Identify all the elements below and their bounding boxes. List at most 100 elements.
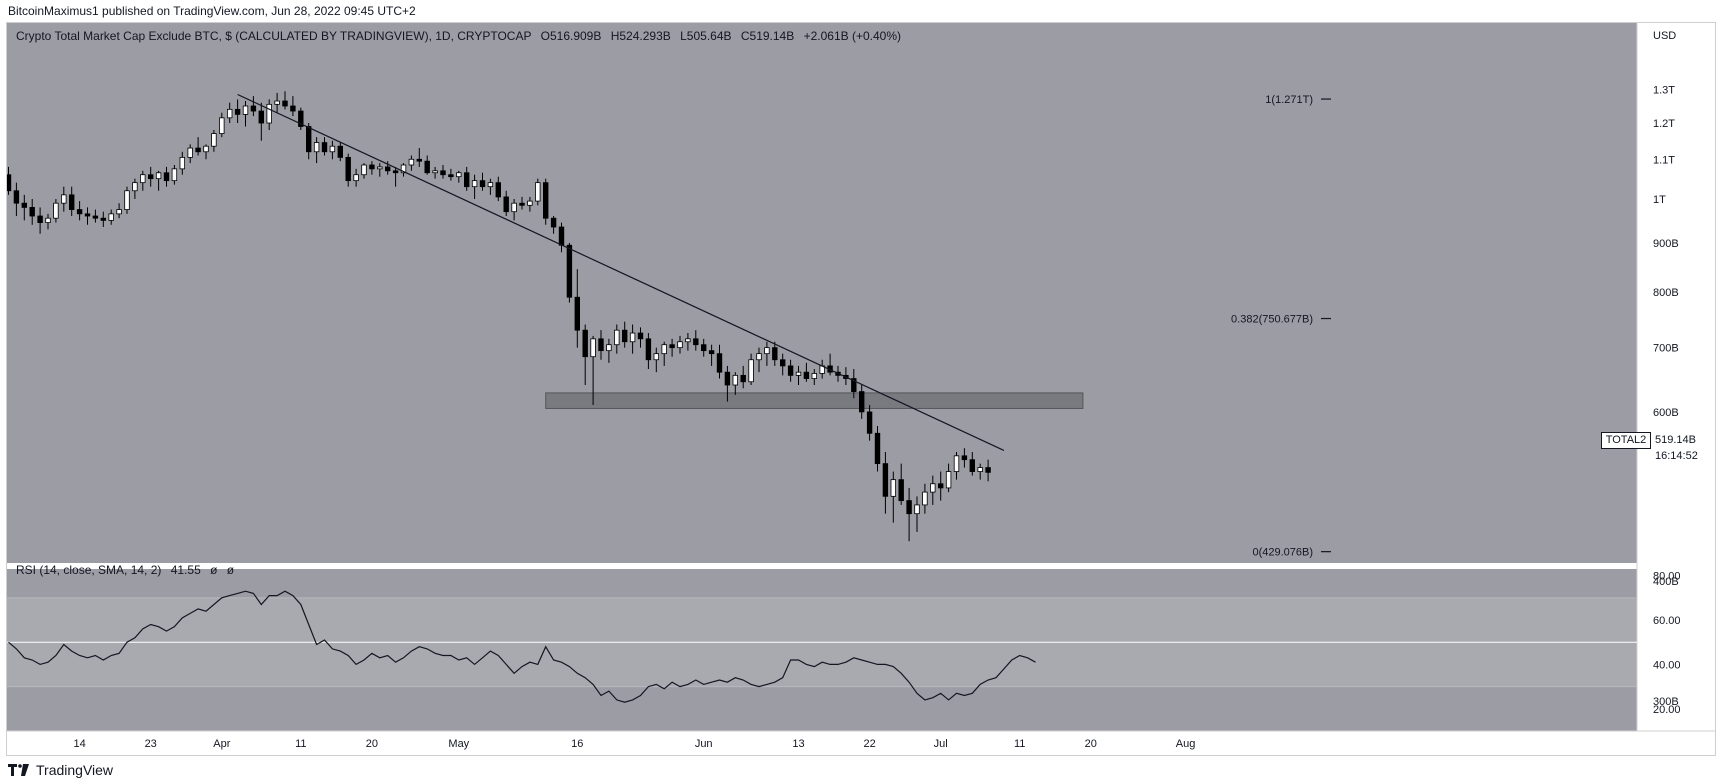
legend-c-value: 519.14B: [749, 29, 795, 43]
candle: [179, 151, 185, 175]
candle: [234, 99, 241, 124]
candle-body: [582, 329, 588, 358]
price-tick-label: 700B: [1653, 343, 1679, 355]
candle-body: [116, 209, 122, 215]
candle: [432, 166, 438, 179]
candle-body: [132, 182, 138, 192]
candle-body: [250, 105, 257, 112]
candle-body: [155, 172, 162, 180]
candle: [661, 341, 667, 366]
fib-level-label: 0.382(750.677B): [1231, 314, 1313, 326]
time-axis-bg[interactable]: [7, 731, 1715, 755]
candle: [171, 164, 178, 185]
candle: [463, 166, 470, 191]
candle-body: [914, 504, 920, 515]
time-tick-label: 11: [295, 738, 306, 750]
candle: [764, 341, 770, 366]
candle-body: [329, 145, 336, 153]
candle-body: [29, 207, 35, 217]
candle: [874, 426, 881, 472]
legend-o-label: O: [540, 29, 550, 43]
candle: [637, 327, 644, 348]
tradingview-logo-icon[interactable]: [8, 764, 30, 776]
candle-body: [922, 491, 928, 506]
candle: [124, 186, 130, 214]
candle: [258, 102, 264, 141]
fib-level-label: 0(429.076B): [1252, 547, 1313, 559]
candle: [598, 330, 604, 360]
candle-body: [645, 338, 652, 361]
candle-body: [851, 378, 857, 392]
candle-body: [519, 202, 525, 206]
candle-body: [440, 170, 446, 176]
candle: [377, 163, 383, 177]
price-tick-label: 1T: [1653, 194, 1666, 206]
rsi-legend-na-1: ø: [210, 563, 218, 577]
candle: [859, 385, 865, 419]
candle: [132, 178, 138, 199]
price-pane-bg: [7, 23, 1637, 563]
candle-body: [392, 170, 399, 174]
candle: [147, 166, 154, 187]
candle-body: [179, 156, 185, 170]
rsi-legend: RSI (14, close, SMA, 14, 2) 41.55 ø ø: [16, 563, 234, 577]
candle: [511, 199, 517, 221]
candle-body: [345, 156, 351, 182]
legend-l-label: L: [680, 29, 687, 43]
footer: TradingView: [8, 758, 113, 782]
candle: [266, 99, 272, 131]
candle-body: [37, 215, 43, 223]
candle-body: [242, 105, 249, 115]
candle-body: [787, 365, 794, 376]
rsi-lines-group: [7, 590, 1637, 703]
candle: [890, 471, 896, 523]
candle: [519, 196, 525, 210]
price-axis-bg[interactable]: [1637, 23, 1715, 731]
candle-body: [866, 411, 873, 434]
price-axis-ticks: 1.3T 1.2T 1.1T 1T 900B 800B 700B 600B 400B 300B: [1653, 85, 1679, 708]
candle: [100, 211, 106, 228]
candle: [108, 209, 114, 225]
candle-body: [195, 147, 201, 153]
candle: [938, 471, 944, 501]
fib-levels-group: 1(1.271T) 0.382(750.677B) 0(429.076B): [1231, 94, 1331, 559]
candle-body: [92, 215, 99, 219]
price-tick-label: 1.2T: [1653, 118, 1675, 130]
time-tick-label: 13: [792, 738, 804, 750]
candle-body: [740, 374, 746, 383]
candle-body: [76, 209, 83, 215]
candle-body: [211, 133, 217, 147]
price-tick-label: 600B: [1653, 407, 1679, 419]
candle: [369, 161, 375, 175]
candle-body: [716, 353, 723, 373]
candle-body: [321, 142, 328, 153]
footer-brand[interactable]: TradingView: [36, 762, 114, 778]
candle-body: [100, 217, 106, 221]
candle: [969, 451, 975, 476]
candle-body: [274, 100, 280, 105]
candle: [290, 96, 296, 117]
candle-body: [669, 344, 675, 349]
candle-body: [400, 164, 407, 174]
candle-body: [337, 145, 343, 158]
candle: [163, 166, 170, 187]
price-tick-label: 300B: [1653, 696, 1679, 708]
candle-body: [953, 455, 960, 472]
time-tick-label: Apr: [213, 738, 230, 750]
candle: [614, 324, 620, 354]
legend-c-label: C: [740, 29, 750, 43]
candle-body: [456, 172, 462, 178]
candle: [953, 451, 960, 480]
candle-body: [938, 483, 944, 489]
pane-divider[interactable]: [7, 563, 1715, 569]
candle: [629, 324, 636, 354]
candle-body: [298, 110, 304, 127]
candle: [582, 324, 588, 386]
candle-body: [574, 296, 580, 331]
chart-canvas[interactable]: USD 1.3T 1.2T 1.1T 1T 900B 800B 700B 600B 400B 30…: [7, 23, 1715, 755]
chart-legend: Crypto Total Market Cap Exclude BTC, $ (…: [16, 29, 901, 43]
candle: [155, 170, 162, 191]
candle-body: [748, 359, 754, 383]
candle-body: [945, 471, 952, 489]
candle: [756, 347, 762, 373]
